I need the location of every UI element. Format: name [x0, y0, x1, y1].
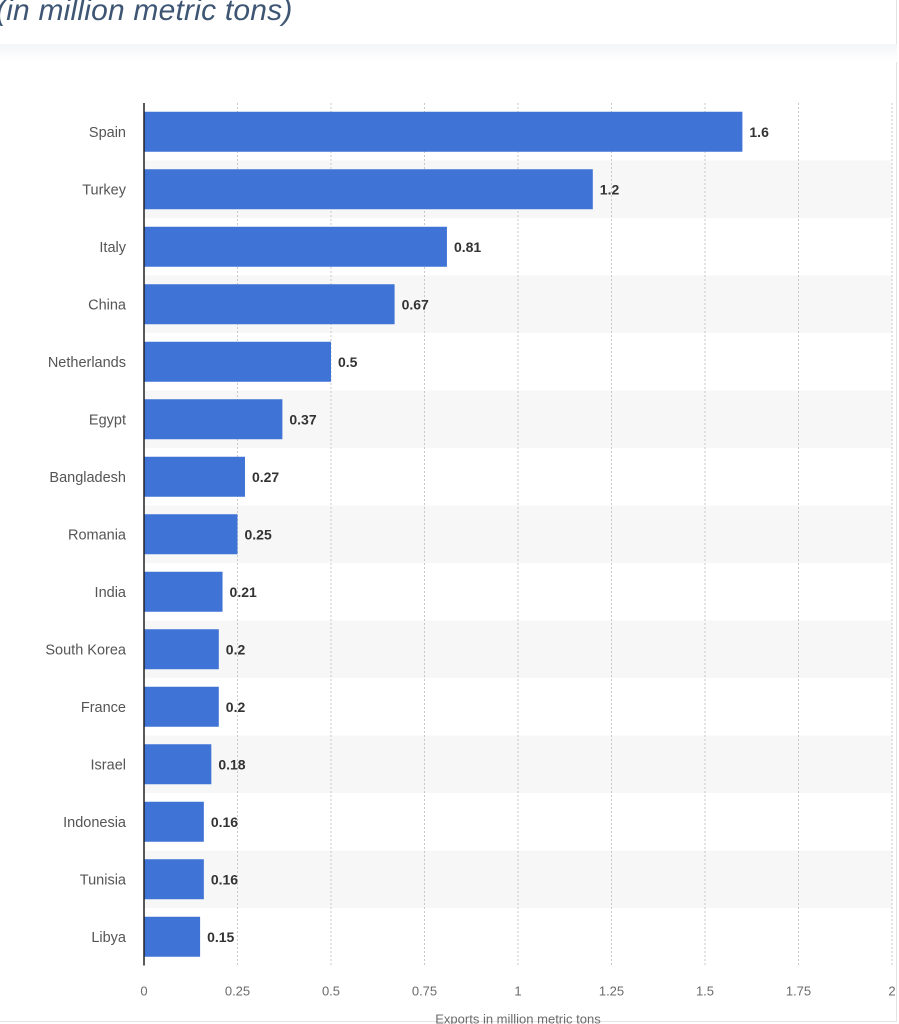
value-label: 0.37	[289, 411, 316, 427]
bar	[144, 801, 204, 842]
category-label: Indonesia	[63, 815, 127, 831]
category-label: Israel	[91, 757, 126, 773]
value-label: 0.25	[245, 526, 272, 542]
value-labels: 1.6 1.2 0.81 0.67 0.5 0.37 0.27 0.25 0.21 0.2 0.2 0…	[207, 124, 769, 945]
bar	[144, 226, 447, 267]
bar	[144, 686, 219, 727]
category-label: India	[95, 585, 127, 601]
x-tick-label: 1	[514, 984, 521, 999]
x-tick-label: 0	[140, 984, 147, 999]
x-axis-title: Exports in million metric tons	[435, 1012, 601, 1024]
x-tick-label: 0.25	[225, 984, 250, 999]
bar	[144, 859, 204, 900]
value-label: 0.18	[218, 756, 245, 772]
value-label: 0.15	[207, 929, 234, 945]
x-tick-label: 0.75	[412, 984, 437, 999]
x-tick-label: 0.5	[322, 984, 340, 999]
x-tick-label: 1.5	[696, 984, 714, 999]
category-label: Turkey	[82, 182, 127, 198]
category-label: Romania	[68, 527, 127, 543]
value-label: 0.5	[338, 354, 358, 370]
bar	[144, 916, 201, 957]
bar	[144, 744, 212, 785]
value-label: 0.2	[226, 641, 246, 657]
x-tick-label: 1.75	[786, 984, 811, 999]
value-label: 0.27	[252, 469, 279, 485]
x-tick-labels: 0 0.25 0.5 0.75 1 1.25 1.5 1.75 2	[140, 984, 895, 999]
row-band	[144, 620, 892, 678]
category-label: Libya	[91, 930, 127, 946]
value-label: 0.67	[402, 296, 429, 312]
bar	[144, 399, 283, 440]
x-tick-label: 2	[888, 984, 895, 999]
bar	[144, 284, 395, 325]
value-label: 0.81	[454, 239, 481, 255]
bar	[144, 341, 331, 382]
header-divider	[0, 44, 897, 62]
category-label: France	[81, 700, 126, 716]
category-label: Egypt	[89, 412, 126, 428]
value-label: 0.16	[211, 814, 238, 830]
value-label: 1.2	[600, 181, 620, 197]
value-label: 0.16	[211, 871, 238, 887]
category-label: South Korea	[45, 642, 127, 658]
bar	[144, 629, 219, 670]
category-label: Bangladesh	[49, 470, 126, 486]
bars	[144, 111, 743, 957]
category-label: Italy	[99, 240, 126, 256]
value-label: 1.6	[749, 124, 769, 140]
bar	[144, 514, 238, 555]
category-label: Netherlands	[48, 355, 126, 371]
bar	[144, 456, 245, 497]
category-label: Tunisia	[80, 872, 127, 888]
x-tick-label: 1.25	[599, 984, 624, 999]
category-labels: Spain Turkey Italy China Netherlands Egypt Ban…	[45, 125, 127, 946]
value-label: 0.2	[226, 699, 246, 715]
bar	[144, 111, 743, 152]
category-label: Spain	[89, 125, 126, 141]
category-label: China	[88, 297, 127, 313]
chart-subtitle: (in million metric tons)	[0, 0, 293, 27]
bar	[144, 169, 593, 210]
value-label: 0.21	[230, 584, 257, 600]
bar	[144, 571, 223, 612]
